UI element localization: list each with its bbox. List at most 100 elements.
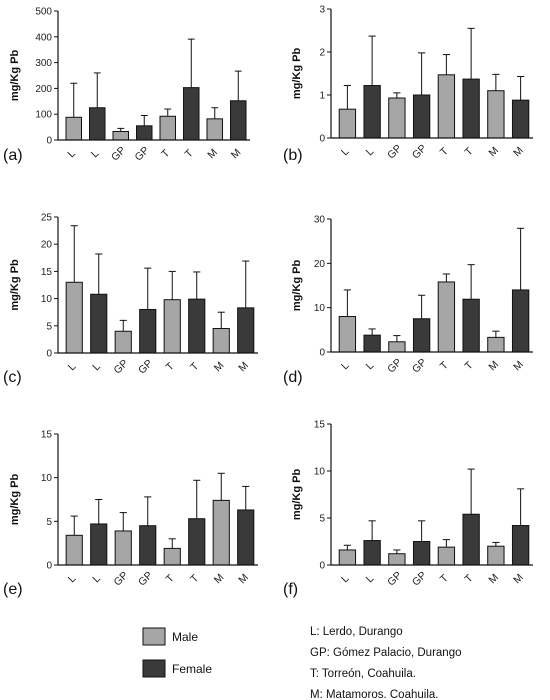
bar [114,530,132,566]
bar [136,125,153,141]
bar [139,308,157,354]
x-tick-label: M [511,145,526,160]
bar [237,509,255,566]
bar [237,307,255,354]
x-tick-label: GP [385,142,404,161]
y-tick-label: 10 [41,294,53,305]
x-tick-label: GP [136,357,155,376]
note-line: T: Torreón, Coahuila. [310,668,416,680]
bar [437,281,456,353]
x-tick-label: GP [410,356,429,375]
y-tick-label: 0 [319,134,325,145]
bar [212,328,230,354]
panel-label: (e) [3,581,23,598]
x-tick-label: T [183,147,196,160]
bar [462,298,480,353]
y-tick-label: 1 [319,91,325,102]
y-tick-label: 0 [46,349,52,360]
x-tick-label: L [66,572,79,585]
y-tick-label: 5 [46,517,52,528]
note-line: L: Lerdo, Durango [310,626,403,638]
x-tick-label: M [486,145,501,160]
bar [511,525,530,566]
bar [437,546,456,566]
x-tick-label: T [462,145,475,158]
x-tick-label: M [205,147,220,162]
panel-label: (f) [283,581,298,598]
x-tick-label: T [188,572,201,585]
y-tick-label: 100 [35,110,52,121]
y-tick-label: 0 [319,348,325,359]
bar [388,97,406,139]
x-tick-label: L [90,360,103,373]
bar [163,299,181,354]
y-tick-label: 3 [319,5,325,16]
bar [437,74,456,139]
bar [487,90,505,139]
bar [363,334,381,353]
bar [511,99,530,139]
x-tick-label: GP [112,357,131,376]
bar [90,293,108,354]
bar [212,499,230,566]
y-tick-label: 20 [314,259,326,270]
legend-swatch [142,659,166,678]
x-tick-label: M [212,360,227,375]
bar [89,107,106,141]
x-tick-label: GP [410,142,429,161]
legend-label: Male [172,630,198,644]
x-tick-label: L [364,572,377,585]
y-tick-label: 25 [41,213,53,224]
bar [338,549,357,566]
x-tick-label: T [188,360,201,373]
y-tick-label: 10 [314,467,326,478]
x-tick-label: M [486,572,501,587]
bar [462,513,480,566]
bar [511,289,530,353]
bar [412,94,431,139]
y-tick-label: 400 [35,32,52,43]
x-tick-label: GP [385,569,404,588]
y-tick-label: 0 [46,136,52,147]
panel-label: (c) [3,369,22,386]
y-axis-label: mg/Kg Pb [9,474,21,526]
x-tick-label: M [511,572,526,587]
x-tick-label: L [66,360,79,373]
x-tick-label: GP [136,569,155,588]
bar [412,541,431,566]
bar [90,523,108,566]
y-tick-label: 0 [319,561,325,572]
bar [388,341,406,353]
panel-label: (a) [3,147,23,164]
bar [163,547,181,566]
x-tick-label: L [65,147,78,160]
y-tick-label: 5 [46,321,52,332]
bar [230,100,247,141]
bar [487,545,505,566]
x-tick-label: M [212,572,227,587]
y-axis-label: mg/Kg Pb [9,259,21,311]
x-tick-label: T [462,359,475,372]
x-tick-label: L [90,572,103,585]
bar [487,336,505,353]
x-tick-label: L [339,145,352,158]
note-line: GP: Gómez Palacio, Durango [310,647,462,659]
bar [114,330,132,354]
bar [65,534,83,566]
x-tick-label: L [89,147,102,160]
y-tick-label: 0 [46,561,52,572]
y-tick-label: 500 [35,7,52,18]
x-tick-label: M [236,360,251,375]
bar [338,316,357,353]
bar [112,130,130,141]
x-tick-label: GP [385,356,404,375]
y-tick-label: 30 [314,215,326,226]
bar [65,116,83,141]
y-tick-label: 20 [41,240,53,251]
